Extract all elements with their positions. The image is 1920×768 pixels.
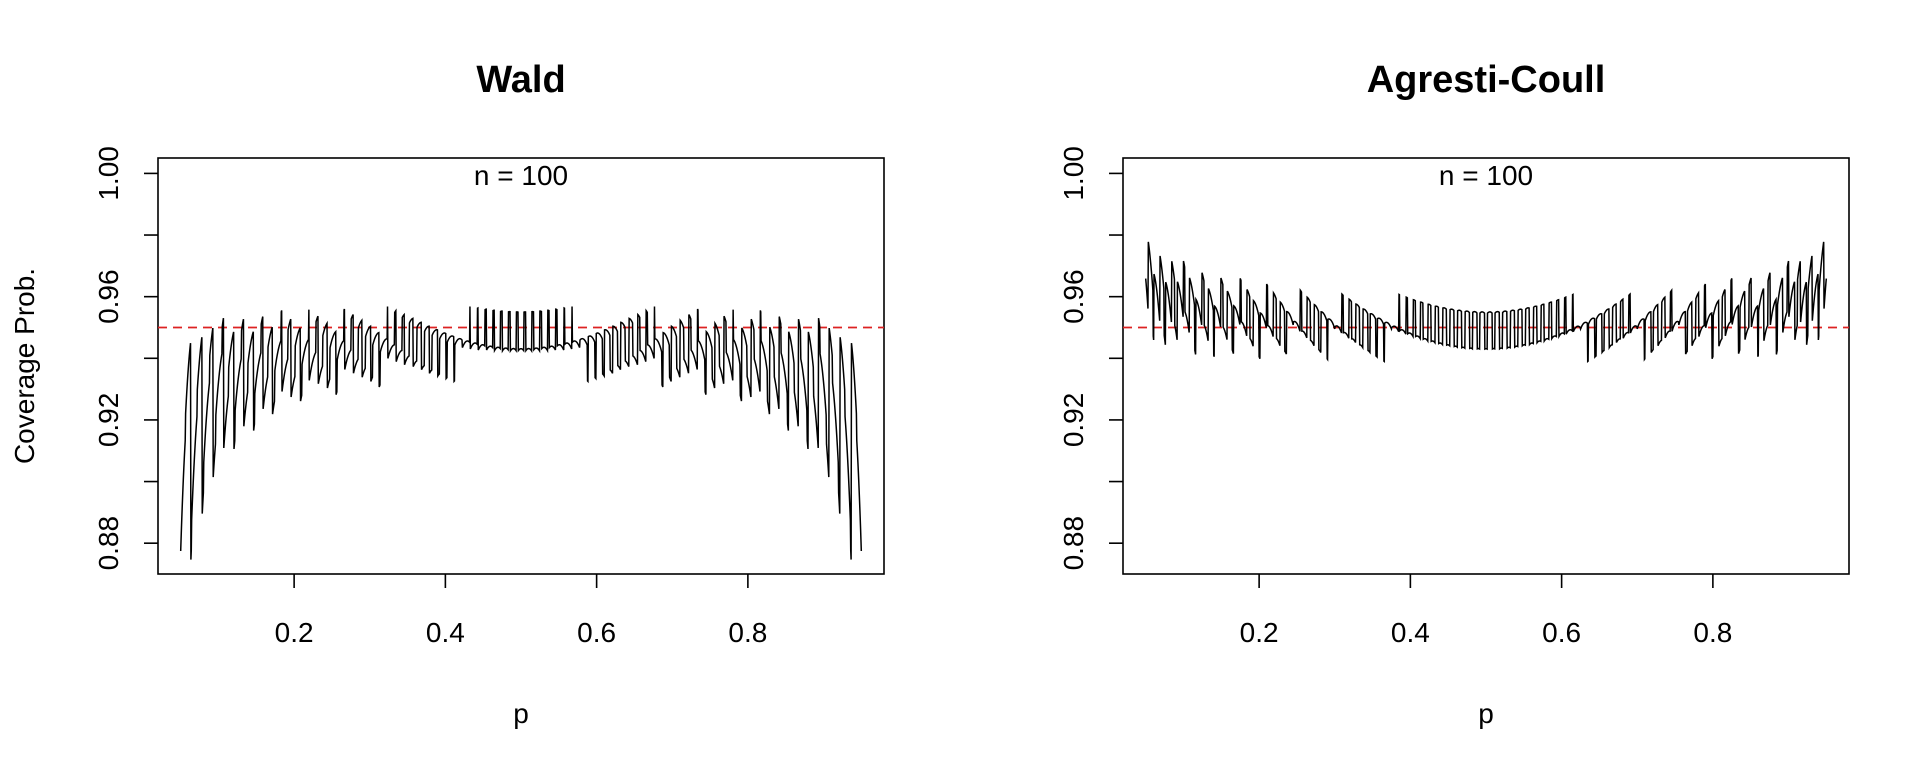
y-tick-label: 0.88 xyxy=(1058,516,1089,571)
coverage-series-line xyxy=(1144,241,1828,364)
chart-title: Wald xyxy=(476,59,565,101)
x-tick-label: 0.6 xyxy=(577,617,616,648)
y-tick-label: 0.96 xyxy=(1058,269,1089,324)
chart-title: Agresti-Coull xyxy=(1367,59,1606,101)
x-tick-label: 0.4 xyxy=(1391,617,1430,648)
x-tick-label: 0.6 xyxy=(1542,617,1581,648)
x-tick-label: 0.2 xyxy=(1240,617,1279,648)
panel-wald: Wald n = 100 0.2 0.4 0.6 0.8 0.88 0.92 0.96 1.00 p… xyxy=(9,59,885,729)
coverage-series-line xyxy=(179,306,863,560)
x-tick-label: 0.2 xyxy=(275,617,314,648)
panel-agresti-coull: Agresti-Coull n = 100 0.2 0.4 0.6 0.8 0.88 0.92… xyxy=(1058,59,1850,729)
x-tick-label: 0.4 xyxy=(426,617,465,648)
x-axis-label: p xyxy=(1478,698,1494,729)
y-tick-label: 0.96 xyxy=(93,269,124,324)
sample-size-label: n = 100 xyxy=(1439,160,1533,191)
y-tick-label: 0.88 xyxy=(93,516,124,571)
x-tick-label: 0.8 xyxy=(1693,617,1732,648)
plot-frame xyxy=(157,157,885,575)
y-tick-label: 1.00 xyxy=(1058,146,1089,201)
y-tick-label: 0.92 xyxy=(1058,393,1089,448)
x-tick-label: 0.8 xyxy=(728,617,767,648)
y-axis-label: Coverage Prob. xyxy=(9,268,40,464)
x-axis-label: p xyxy=(513,698,529,729)
y-tick-label: 1.00 xyxy=(93,146,124,201)
plot-frame xyxy=(1122,157,1850,575)
sample-size-label: n = 100 xyxy=(474,160,568,191)
y-tick-label: 0.92 xyxy=(93,393,124,448)
